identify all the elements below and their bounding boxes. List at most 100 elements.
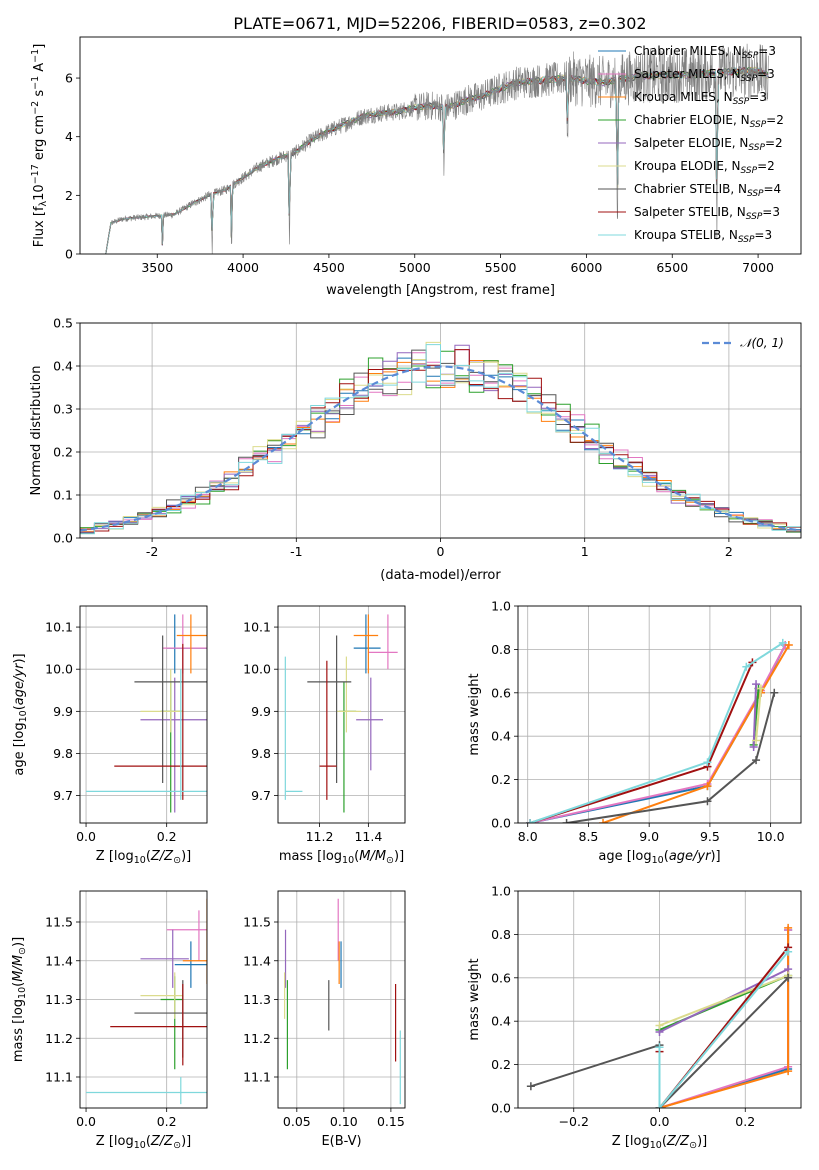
series-marker — [752, 756, 761, 765]
series-kroupa-elodie — [752, 684, 765, 745]
plot-area — [80, 341, 801, 535]
x-tick-label: 4500 — [313, 260, 345, 275]
series-marker — [655, 1043, 664, 1052]
point-kroupa-stelib — [86, 1077, 207, 1105]
series-marker — [703, 782, 712, 791]
point-salpeter-miles — [166, 910, 207, 961]
label-part: ( — [354, 849, 359, 864]
y-tick-label: 0.0 — [491, 1101, 511, 1116]
y-tick-label: 0.1 — [53, 488, 73, 503]
y-tick-label: 11.2 — [243, 1031, 271, 1046]
label-part: 10 — [652, 855, 664, 866]
point-chabrier-elodie — [160, 976, 183, 1070]
label-part: 10 — [134, 855, 146, 866]
x-tick-label: 3500 — [141, 260, 173, 275]
y-tick-label: 11.4 — [45, 953, 73, 968]
x-axis-label-mass-vs-z: Z [log10(Z/Z⊙)] — [96, 1134, 191, 1151]
legend-text: Chabrier ELODIE, N — [634, 113, 750, 127]
label-part: )] — [11, 937, 26, 947]
x-tick-label: −0.2 — [559, 1114, 589, 1129]
label-part: ⊙ — [689, 1140, 697, 1151]
y-tick-label: 0.5 — [53, 316, 73, 331]
x-tick-label: 9.0 — [639, 829, 659, 844]
y-axis-label-mw-age: mass weight — [467, 673, 482, 755]
x-tick-label: -2 — [146, 544, 158, 559]
label-part: ⊙ — [17, 947, 28, 955]
legend-entry: Kroupa ELODIE, NSSP=2 — [634, 159, 775, 176]
label-part: −1 — [30, 49, 41, 63]
series-kroupa-stelib — [655, 947, 793, 1108]
series-marker — [756, 684, 765, 693]
y-tick-label: 9.7 — [53, 788, 73, 803]
label-part: 10 — [650, 1140, 662, 1151]
y-tick-label: 10.1 — [45, 620, 73, 635]
x-axis-label-spectrum: wavelength [Angstrom, rest frame] — [326, 283, 555, 298]
legend-text: =2 — [757, 159, 775, 173]
y-tick-label: 10.1 — [243, 620, 271, 635]
point-chabrier-miles — [174, 941, 207, 988]
series-salpeter-stelib — [526, 658, 757, 823]
y-axis-label-age-vs-z: age [log10(age/yr)] — [12, 653, 29, 775]
point-salpeter-miles — [368, 614, 398, 670]
point-kroupa-miles — [353, 614, 379, 674]
legend-text: Chabrier STELIB, N — [634, 182, 747, 196]
y-axis-label-spectrum: Flux [fλ10−17 erg cm−2 s−1 A−1] — [30, 44, 49, 248]
plot-area — [526, 923, 793, 1108]
point-chabrier-stelib — [134, 635, 207, 783]
legend-entry: Chabrier STELIB, NSSP=4 — [634, 182, 781, 199]
label-part: mass [log — [279, 849, 342, 864]
x-tick-label: 1 — [581, 544, 589, 559]
legend-text: Salpeter MILES, N — [634, 67, 741, 81]
series-chabrier-stelib — [562, 688, 779, 823]
y-tick-label: 11.2 — [45, 1031, 73, 1046]
gaussian-curve — [80, 365, 801, 532]
series-marker — [770, 688, 779, 697]
label-part: ⊙ — [386, 855, 394, 866]
x-tick-label: 0 — [437, 544, 445, 559]
label-part: ] — [32, 44, 47, 49]
legend-text: Salpeter ELODIE, N — [634, 136, 748, 150]
x-tick-label: 10.0 — [757, 829, 785, 844]
plot-area — [86, 898, 207, 1105]
y-tick-label: 0 — [65, 247, 73, 262]
y-tick-label: 0.3 — [53, 402, 73, 417]
series-line — [529, 642, 784, 823]
figure-title: PLATE=0671, MJD=52206, FIBERID=0583, z=0… — [233, 14, 646, 33]
y-tick-label: 9.7 — [251, 788, 271, 803]
y-tick-label: 11.1 — [243, 1070, 271, 1085]
point-chabrier-stelib — [307, 635, 352, 783]
axes-frame — [277, 605, 406, 824]
data-spectrum — [105, 43, 769, 254]
axes-mass-weight-vs-z: −0.2 0.0 0.2 0.0 0.2 0.4 0.6 0.8 1.0 — [491, 884, 802, 1129]
x-tick-label: 0.0 — [76, 829, 96, 844]
label-part: ( — [664, 849, 669, 864]
label-part: age [log — [598, 849, 651, 864]
x-tick-label: 6000 — [571, 260, 603, 275]
y-tick-label: 0.6 — [491, 685, 511, 700]
point-salpeter-stelib — [110, 984, 207, 1066]
y-tick-label: 1.0 — [491, 884, 511, 899]
series-marker — [599, 819, 608, 823]
legend-entry: Kroupa STELIB, NSSP=3 — [634, 228, 772, 245]
legend-sub: SSP — [747, 189, 764, 199]
label-part: M/M — [359, 849, 386, 864]
y-tick-label: 11.1 — [45, 1070, 73, 1085]
axes-age-vs-mass: 11.2 11.4 9.7 9.8 9.9 10.0 10.1 — [243, 605, 406, 844]
point-chabrier-miles — [166, 614, 207, 674]
label-part: Z [log — [96, 849, 134, 864]
axes-frame — [79, 36, 802, 255]
axes-age-vs-z: 0.0 0.2 9.7 9.8 9.9 10.0 10.1 — [45, 605, 208, 844]
y-tick-label: 9.9 — [53, 704, 73, 719]
axes-mass-vs-ebv: 0.05 0.10 0.15 11.1 11.2 11.3 11.4 11.5 — [243, 890, 406, 1129]
label-part: Z/Z — [666, 1134, 690, 1149]
label-part: erg cm — [32, 115, 47, 164]
legend-sub: SSP — [742, 51, 759, 61]
series-marker — [784, 947, 793, 956]
x-tick-label: -1 — [290, 544, 302, 559]
legend-text: =3 — [749, 90, 767, 104]
legend-text: =3 — [757, 67, 775, 81]
x-tick-label: 0.2 — [157, 1114, 177, 1129]
label-part: −1 — [30, 76, 41, 90]
label-part: )] — [697, 1134, 707, 1149]
